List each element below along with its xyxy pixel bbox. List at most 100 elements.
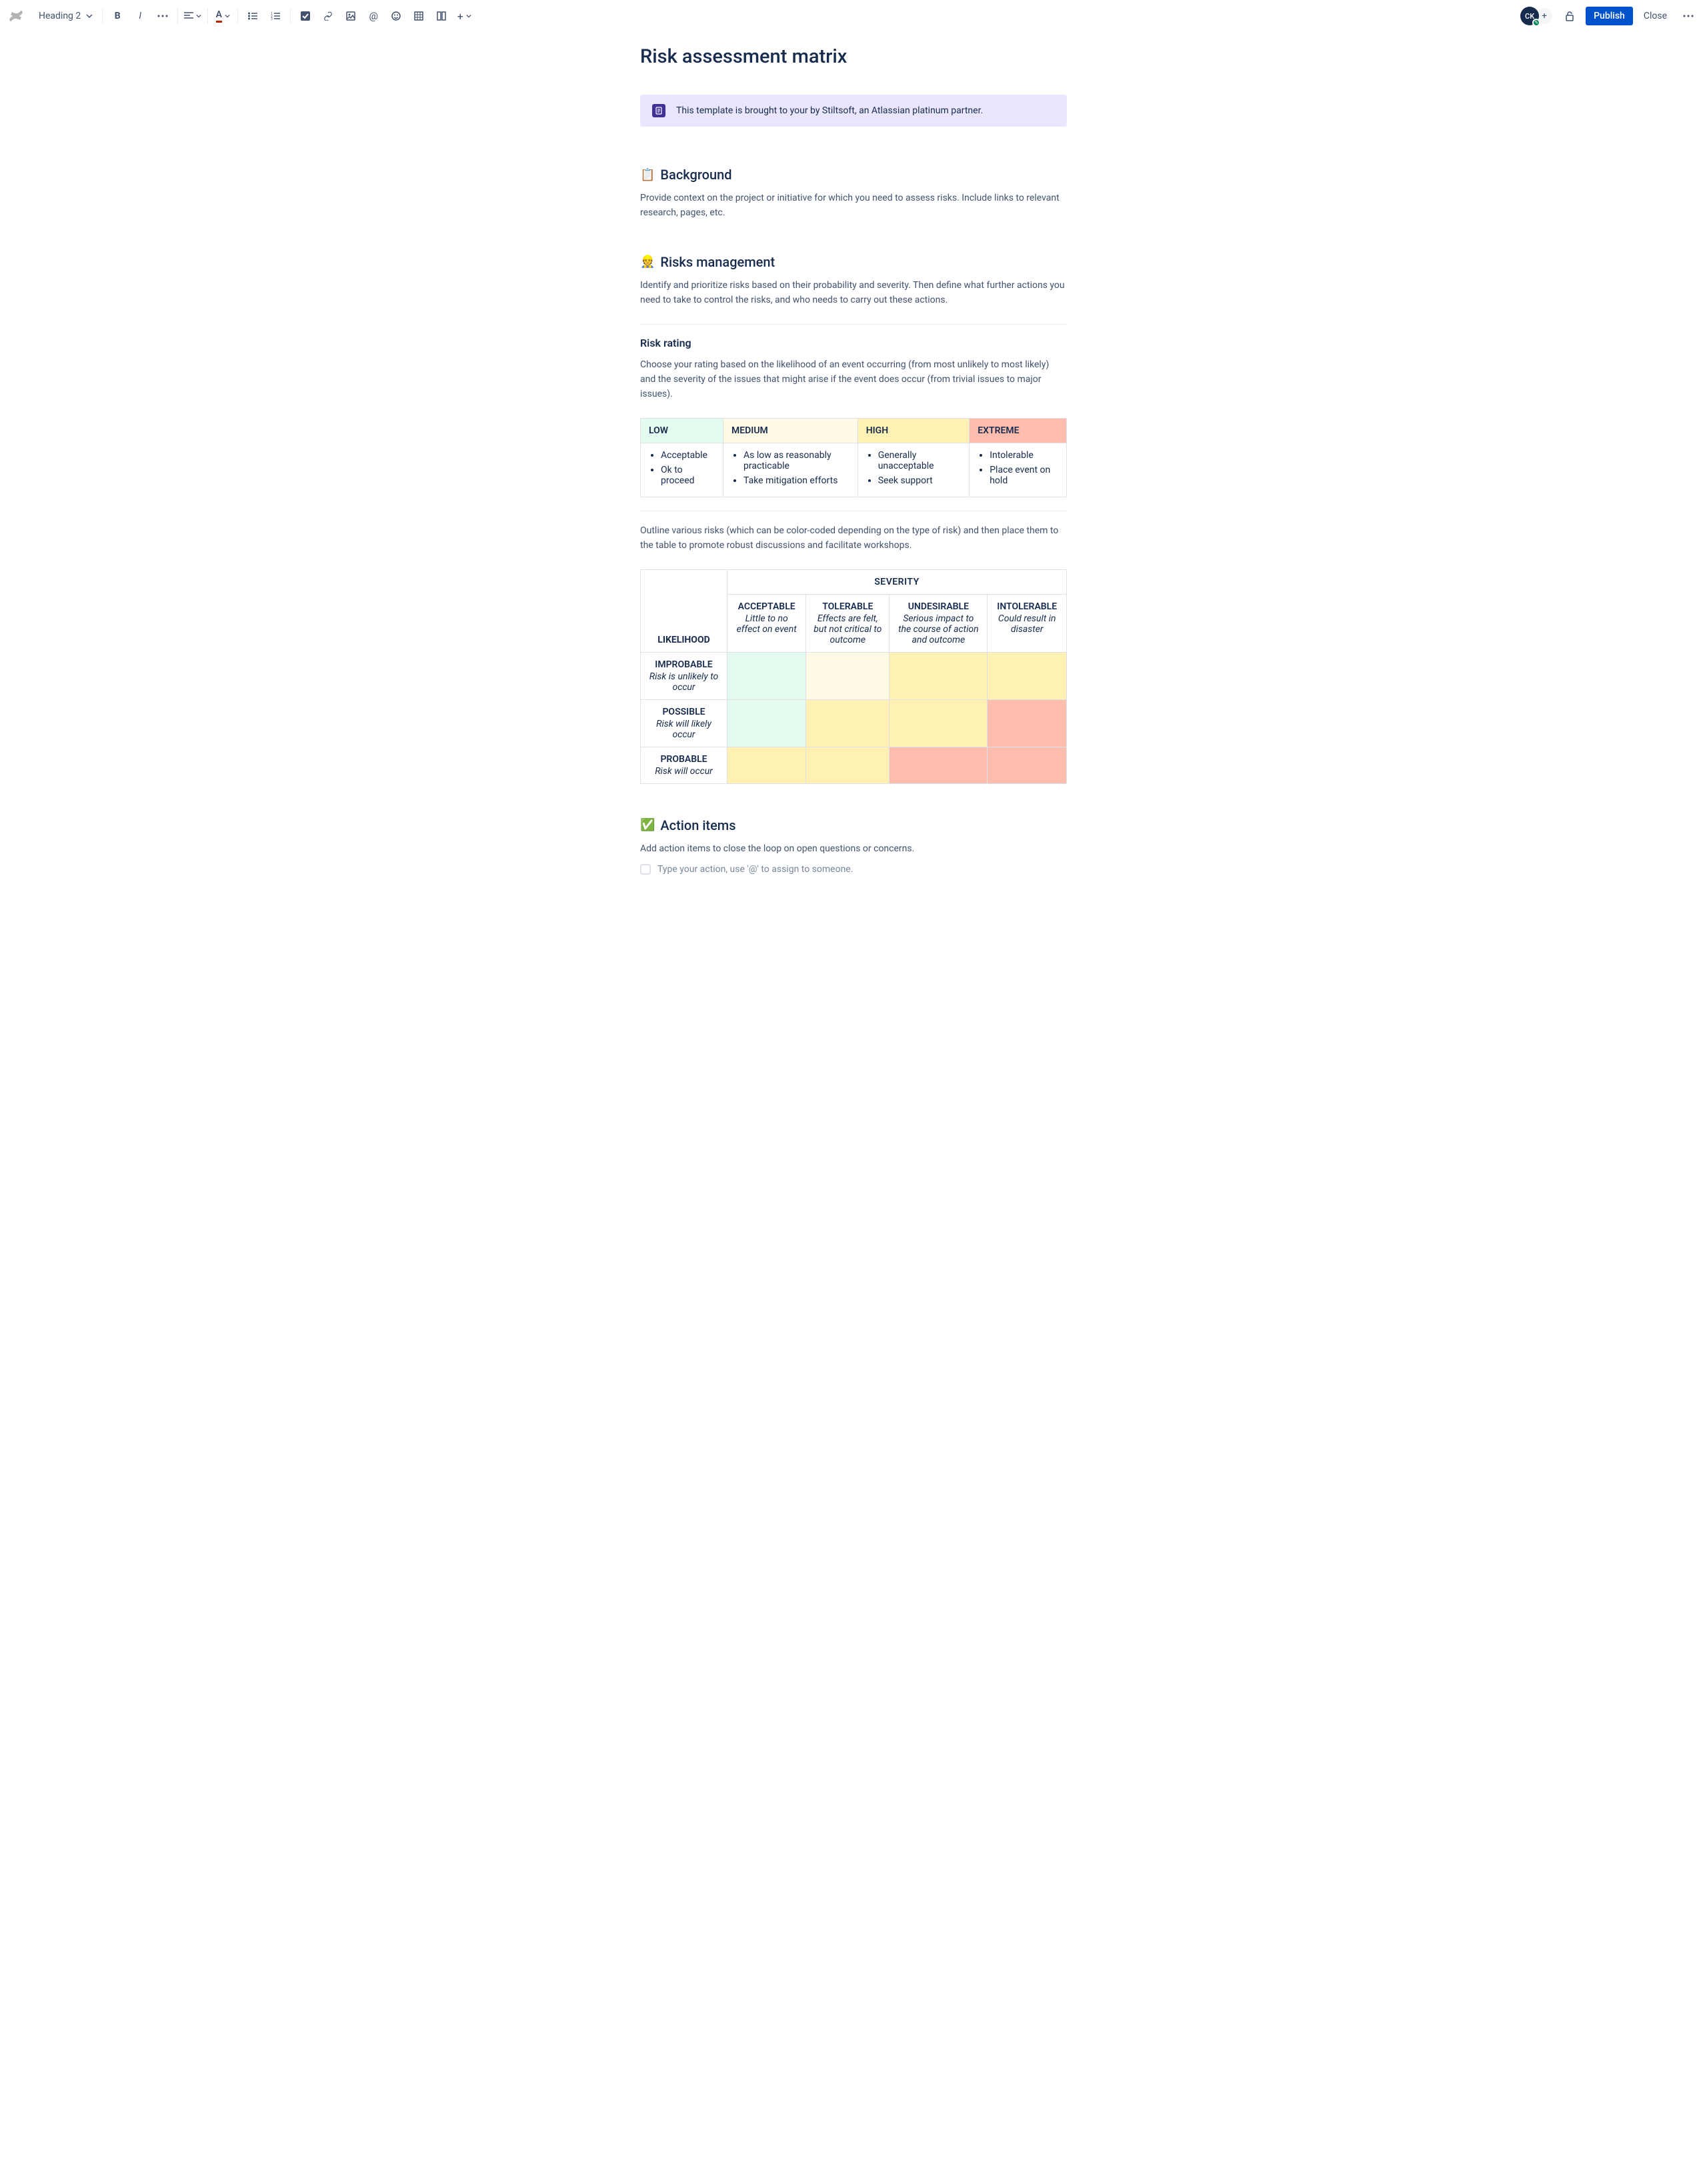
text-color-button[interactable]: A (212, 5, 233, 27)
emoji-button[interactable] (385, 5, 407, 27)
chevron-down-icon (225, 13, 230, 19)
image-icon (346, 11, 355, 21)
background-text[interactable]: Provide context on the project or initia… (640, 191, 1067, 221)
risks-mgmt-text[interactable]: Identify and prioritize risks based on t… (640, 278, 1067, 308)
more-actions-button[interactable] (1678, 5, 1699, 27)
matrix-cell[interactable] (727, 747, 806, 783)
svg-text:3: 3 (271, 17, 273, 20)
matrix-row-header: PROBABLERisk will occur (641, 747, 727, 783)
rating-header-high[interactable]: HIGH (858, 418, 970, 443)
bullet-list-button[interactable] (242, 5, 263, 27)
matrix-severity-label: SEVERITY (727, 569, 1067, 594)
matrix-cell[interactable] (727, 699, 806, 747)
list-item: Generally unacceptable (878, 450, 962, 471)
action-item-button[interactable] (295, 5, 316, 27)
rating-cell-high[interactable]: Generally unacceptable Seek support (858, 443, 970, 497)
section-background: 📋 Background Provide context on the proj… (640, 167, 1067, 221)
rating-header-medium[interactable]: MEDIUM (723, 418, 858, 443)
worker-emoji: 👷 (640, 255, 655, 269)
action-placeholder[interactable]: Type your action, use '@' to assign to s… (657, 864, 853, 875)
action-items-text[interactable]: Add action items to close the loop on op… (640, 841, 1067, 856)
action-item-row[interactable]: Type your action, use '@' to assign to s… (640, 864, 1067, 875)
plus-icon: + (1542, 11, 1547, 21)
heading-text: Action items (660, 817, 735, 833)
text-style-dropdown[interactable]: Heading 2 (33, 8, 98, 24)
list-item: Place event on hold (990, 465, 1058, 486)
matrix-likelihood-label: LIKELIHOOD (641, 569, 727, 652)
action-checkbox[interactable] (640, 864, 651, 875)
list-item: Seek support (878, 475, 962, 486)
unlock-icon (1564, 11, 1575, 21)
more-formatting-button[interactable] (152, 5, 173, 27)
heading-text: Risks management (660, 254, 775, 270)
bullet-list-icon (248, 12, 257, 20)
matrix-cell[interactable] (806, 747, 890, 783)
rating-header-extreme[interactable]: EXTREME (970, 418, 1067, 443)
list-item: Take mitigation efforts (743, 475, 849, 486)
info-panel[interactable]: This template is brought to your by Stil… (640, 95, 1067, 127)
bold-button[interactable]: B (107, 5, 128, 27)
ellipsis-icon (1683, 15, 1694, 17)
link-icon (323, 11, 333, 21)
align-left-icon (184, 12, 193, 20)
separator (177, 8, 178, 24)
align-button[interactable] (182, 5, 203, 27)
risk-matrix-table[interactable]: LIKELIHOODSEVERITYACCEPTABLELittle to no… (640, 569, 1067, 784)
separator (207, 8, 208, 24)
matrix-cell[interactable] (806, 699, 890, 747)
rating-header-low[interactable]: LOW (641, 418, 723, 443)
page-title[interactable]: Risk assessment matrix (640, 45, 1067, 68)
matrix-cell[interactable] (890, 747, 988, 783)
chevron-down-icon (86, 13, 93, 19)
risk-rating-table[interactable]: LOWMEDIUMHIGHEXTREME AcceptableOk to pro… (640, 418, 1067, 497)
table-icon (414, 11, 423, 21)
numbered-list-button[interactable]: 123 (265, 5, 286, 27)
layouts-button[interactable] (431, 5, 452, 27)
rating-cell-extreme[interactable]: IntolerablePlace event on hold (970, 443, 1067, 497)
matrix-cell[interactable] (890, 699, 988, 747)
matrix-cell[interactable] (988, 699, 1067, 747)
matrix-cell[interactable] (988, 747, 1067, 783)
matrix-cell[interactable] (806, 652, 890, 699)
info-panel-text: This template is brought to your by Stil… (676, 105, 983, 116)
link-button[interactable] (317, 5, 339, 27)
list-item: As low as reasonably practicable (743, 450, 849, 471)
close-label: Close (1644, 11, 1667, 21)
checkmark-emoji: ✅ (640, 818, 655, 832)
restrictions-button[interactable] (1559, 5, 1580, 27)
matrix-intro-text[interactable]: Outline various risks (which can be colo… (640, 523, 1067, 553)
mention-button[interactable]: @ (363, 5, 384, 27)
matrix-row-header: IMPROBABLERisk is unlikely to occur (641, 652, 727, 699)
layouts-icon (437, 11, 446, 21)
separator (290, 8, 291, 24)
emoji-icon (391, 11, 401, 21)
publish-button[interactable]: Publish (1586, 7, 1633, 25)
heading-text: Background (660, 167, 731, 183)
matrix-col-header: TOLERABLEEffects are felt, but not criti… (806, 594, 890, 652)
close-button[interactable]: Close (1638, 7, 1672, 25)
heading-risk-rating[interactable]: Risk rating (640, 337, 1067, 349)
list-item: Ok to proceed (661, 465, 715, 486)
heading-action-items[interactable]: ✅ Action items (640, 817, 1067, 833)
panel-note-icon (652, 104, 665, 117)
rating-cell-low[interactable]: AcceptableOk to proceed (641, 443, 723, 497)
avatar[interactable]: CK ✎ (1520, 7, 1539, 25)
heading-background[interactable]: 📋 Background (640, 167, 1067, 183)
heading-risks-management[interactable]: 👷 Risks management (640, 254, 1067, 270)
risk-rating-text[interactable]: Choose your rating based on the likeliho… (640, 357, 1067, 402)
ellipsis-icon (157, 15, 168, 17)
matrix-cell[interactable] (988, 652, 1067, 699)
italic-button[interactable]: I (129, 5, 151, 27)
separator (237, 8, 238, 24)
matrix-cell[interactable] (890, 652, 988, 699)
insert-button[interactable]: + (453, 5, 475, 27)
rating-cell-medium[interactable]: As low as reasonably practicable Take mit… (723, 443, 858, 497)
at-icon: @ (369, 10, 378, 22)
matrix-cell[interactable] (727, 652, 806, 699)
table-button[interactable] (408, 5, 429, 27)
plus-icon: + (457, 10, 463, 23)
matrix-row-header: POSSIBLERisk will likely occur (641, 699, 727, 747)
chevron-down-icon (466, 13, 471, 19)
image-button[interactable] (340, 5, 361, 27)
section-action-items: ✅ Action items Add action items to close… (640, 817, 1067, 875)
